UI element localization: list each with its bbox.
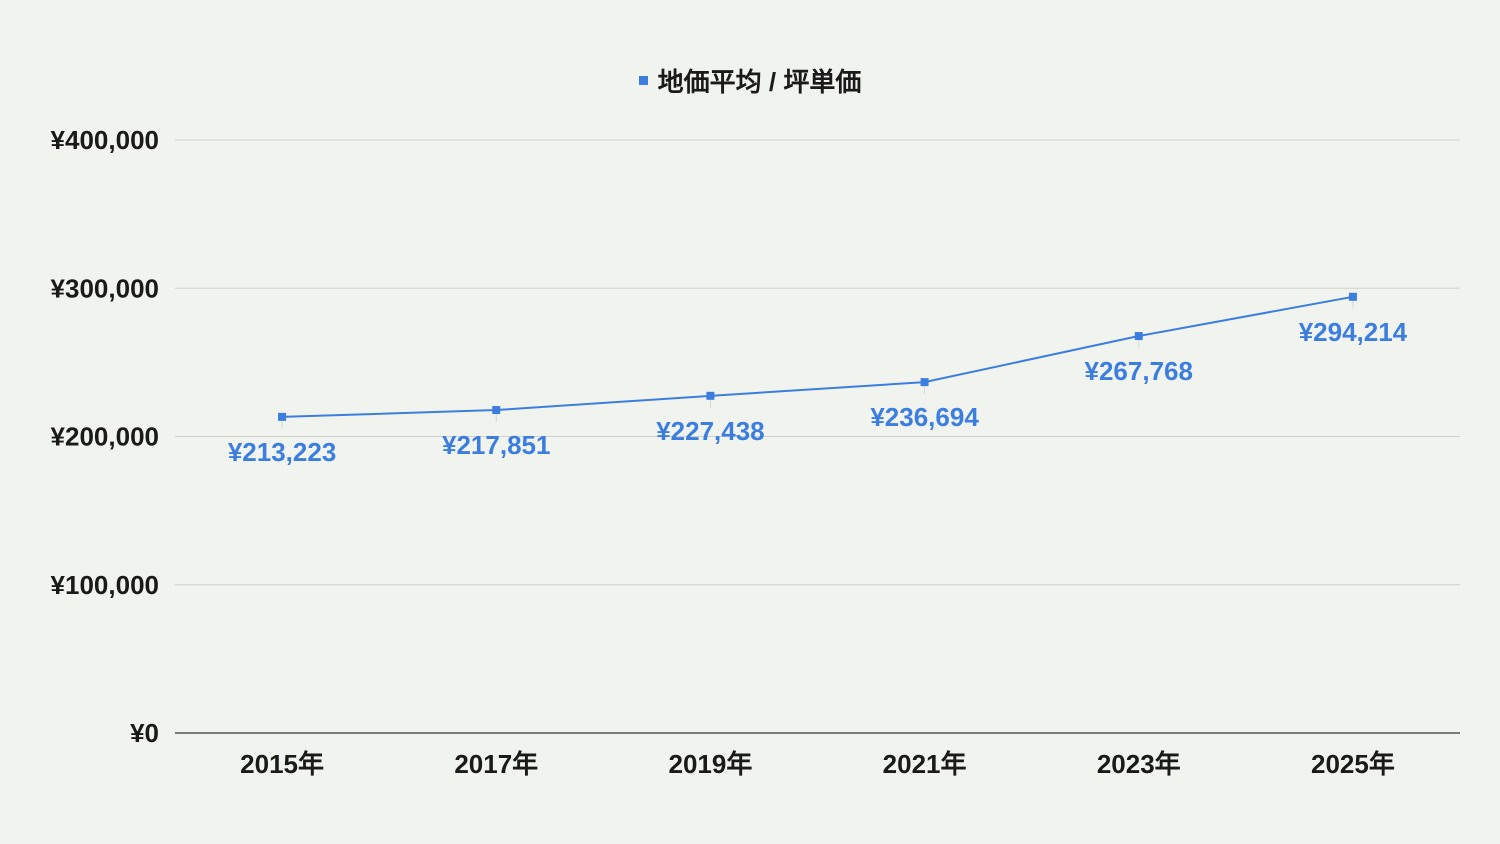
legend-swatch-icon — [638, 76, 648, 85]
y-tick-label: ¥0 — [130, 718, 159, 748]
x-tick-label: 2021年 — [883, 749, 967, 779]
y-axis-labels: ¥0 ¥100,000 ¥200,000 ¥300,000 ¥400,000 — [51, 125, 159, 748]
y-tick-label: ¥100,000 — [51, 570, 159, 600]
data-point-marker — [1348, 292, 1357, 301]
x-tick-label: 2023年 — [1097, 749, 1181, 779]
data-point-marker — [278, 412, 287, 421]
gridlines — [175, 139, 1460, 734]
series-polyline — [282, 295, 1354, 418]
data-point-marker — [1134, 332, 1143, 341]
x-tick-label: 2019年 — [668, 749, 752, 779]
x-tick-label: 2017年 — [454, 749, 538, 779]
series-line — [278, 292, 1357, 429]
x-axis-labels: 2015年 2017年 2019年 2021年 2023年 2025年 — [240, 749, 1395, 779]
data-point-marker — [920, 378, 929, 387]
data-label: ¥267,768 — [1085, 356, 1193, 386]
legend-label: 地価平均 / 坪単価 — [657, 67, 862, 97]
data-label: ¥236,694 — [870, 402, 979, 432]
data-label: ¥294,214 — [1299, 317, 1408, 347]
y-tick-label: ¥200,000 — [51, 422, 159, 452]
x-tick-label: 2015年 — [240, 749, 324, 779]
y-tick-label: ¥400,000 — [51, 125, 159, 155]
data-labels: ¥213,223 ¥217,851 ¥227,438 ¥236,694 ¥267,768… — [228, 317, 1408, 467]
data-point-marker — [492, 406, 501, 415]
x-tick-label: 2025年 — [1311, 749, 1395, 779]
y-tick-label: ¥300,000 — [51, 273, 159, 303]
data-point-marker — [706, 391, 715, 400]
data-label: ¥227,438 — [656, 416, 764, 446]
chart-legend: 地価平均 / 坪単価 — [0, 62, 1500, 99]
data-label: ¥217,851 — [442, 430, 550, 460]
data-label: ¥213,223 — [228, 437, 336, 467]
